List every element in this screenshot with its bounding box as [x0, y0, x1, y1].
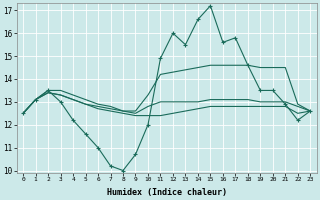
X-axis label: Humidex (Indice chaleur): Humidex (Indice chaleur): [107, 188, 227, 197]
